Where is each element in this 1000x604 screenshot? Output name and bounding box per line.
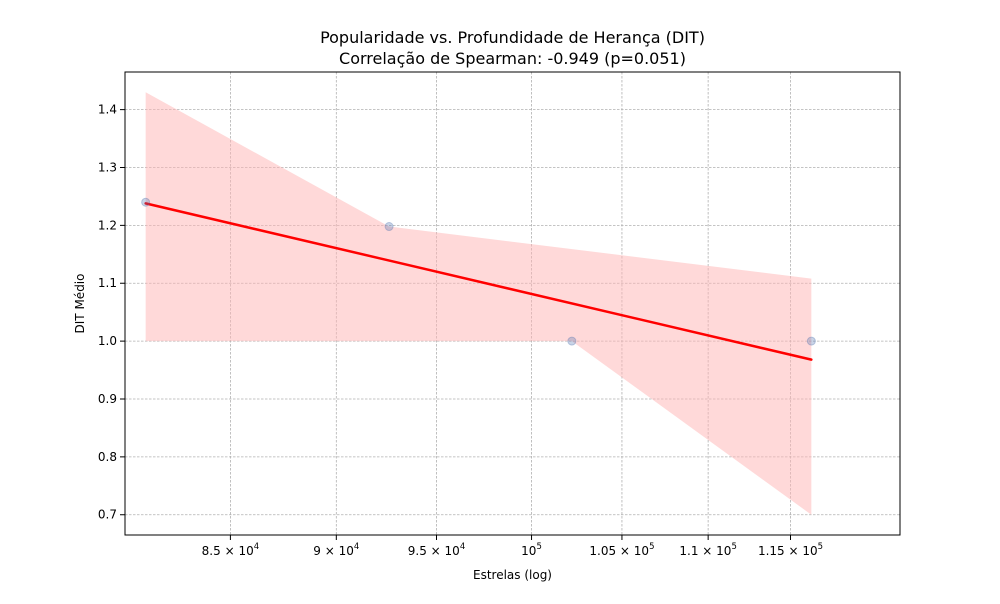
- plot-area: [124, 71, 901, 536]
- x-tick-label-exponent: 5: [731, 542, 736, 552]
- y-tick-label: 0.7: [98, 508, 117, 522]
- x-tick-label-part: 1.1: [679, 544, 698, 558]
- x-tick-label-part: 10: [445, 544, 460, 558]
- data-point: [384, 222, 394, 232]
- x-tick-label: 9.5 × 104: [408, 542, 465, 558]
- x-tick-label-exponent: 5: [818, 542, 823, 552]
- x-tick-label: 1.15 × 105: [758, 542, 823, 558]
- y-tick-label: 1.1: [98, 276, 117, 290]
- x-axis-ticks: 8.5 × 104 9 × 104 9.5 × 104 105 1.05 × 105 1.…: [202, 535, 823, 558]
- data-point: [141, 197, 151, 207]
- chart-subtitle: Correlação de Spearman: -0.949 (p=0.051): [339, 49, 686, 68]
- x-tick-label-part: 10: [521, 544, 536, 558]
- x-tick-label-part: 9: [313, 544, 321, 558]
- regression-line: [144, 202, 813, 361]
- x-tick-label-part: 10: [716, 544, 731, 558]
- x-tick-label-part: ×: [616, 544, 634, 558]
- y-tick-label: 1.0: [98, 334, 117, 348]
- x-tick-label-part: 8.5: [202, 544, 221, 558]
- x-tick-label-exponent: 4: [460, 542, 465, 552]
- y-axis-label: DIT Médio: [73, 274, 87, 334]
- y-tick-label: 1.4: [98, 103, 117, 117]
- x-axis-label: Estrelas (log): [473, 568, 552, 582]
- x-tick-label-exponent: 5: [649, 542, 654, 552]
- y-tick-label: 0.8: [98, 450, 117, 464]
- x-tick-label: 9 × 104: [313, 542, 359, 558]
- chart-title: Popularidade vs. Profundidade de Herança…: [320, 28, 705, 47]
- data-point: [567, 336, 577, 346]
- x-tick-label-part: 9.5: [408, 544, 427, 558]
- data-points: [141, 197, 816, 346]
- y-tick-label: 1.2: [98, 218, 117, 232]
- x-tick-label-part: ×: [321, 544, 339, 558]
- x-tick-label: 1.05 × 105: [589, 542, 654, 558]
- x-tick-label: 105: [521, 542, 542, 558]
- y-axis-ticks: 0.7 0.8 0.9 1.0 1.1 1.2 1.3 1.4: [98, 103, 125, 522]
- x-tick-label-part: 1.05: [589, 544, 616, 558]
- y-tick-label: 0.9: [98, 392, 117, 406]
- x-tick-label-part: ×: [427, 544, 445, 558]
- x-tick-label-part: 1.15: [758, 544, 785, 558]
- x-tick-label-part: 10: [802, 544, 817, 558]
- x-tick-label-exponent: 5: [536, 542, 541, 552]
- regression-line-layer: [144, 202, 813, 361]
- confidence-band: [145, 92, 812, 515]
- x-tick-label-exponent: 4: [354, 542, 359, 552]
- x-tick-label-part: ×: [698, 544, 716, 558]
- x-tick-label-part: ×: [221, 544, 239, 558]
- x-tick-label-part: 10: [339, 544, 354, 558]
- x-tick-label: 1.1 × 105: [679, 542, 736, 558]
- x-tick-label: 8.5 × 104: [202, 542, 259, 558]
- x-tick-label-part: 10: [634, 544, 649, 558]
- y-tick-label: 1.3: [98, 160, 117, 174]
- x-tick-label-part: ×: [785, 544, 803, 558]
- x-tick-label-exponent: 4: [254, 542, 259, 552]
- confidence-band-layer: [145, 92, 812, 515]
- data-point: [806, 336, 816, 346]
- x-tick-label-part: 10: [238, 544, 253, 558]
